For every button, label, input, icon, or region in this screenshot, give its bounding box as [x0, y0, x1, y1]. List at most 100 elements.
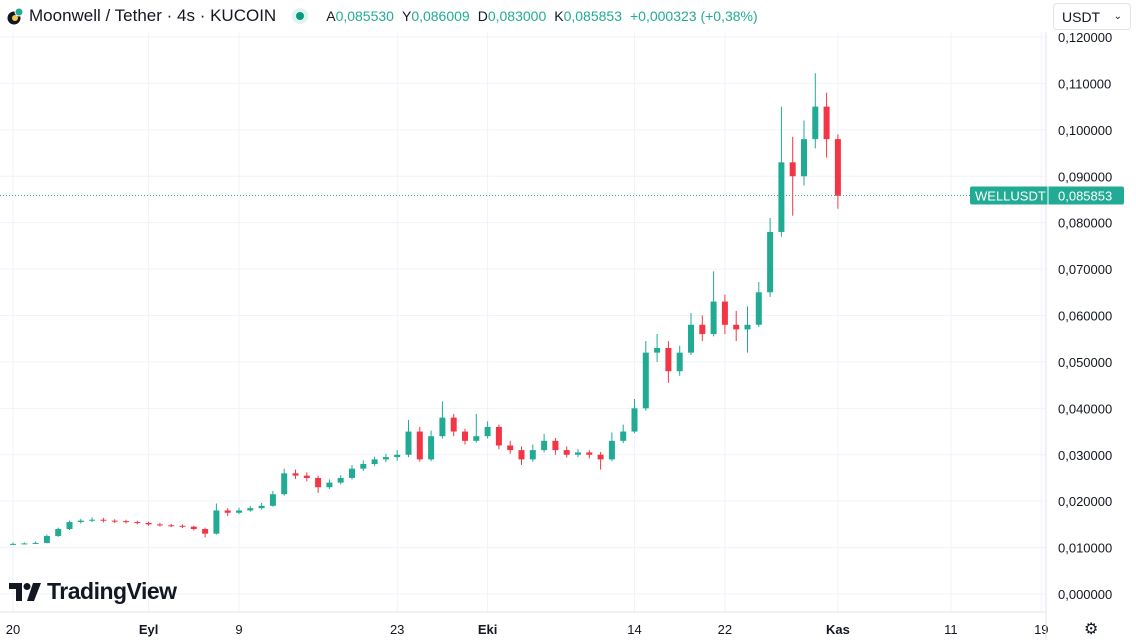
- candle: [89, 517, 96, 523]
- high-value: 0,086009: [411, 8, 470, 24]
- ohlc-values: A0,085530 Y0,086009 D0,083000 K0,085853 …: [326, 8, 757, 24]
- candle-body: [620, 431, 627, 441]
- candle-body: [834, 139, 841, 196]
- candle-body: [303, 475, 310, 478]
- candle-body: [100, 519, 107, 521]
- candle: [382, 453, 389, 463]
- candle: [563, 446, 570, 458]
- candle-body: [473, 436, 480, 441]
- candle-body: [134, 522, 141, 524]
- candle: [789, 136, 796, 216]
- x-tick-label: Eki: [478, 622, 498, 637]
- chevron-down-icon: ⌄: [1113, 11, 1122, 22]
- market-status-icon[interactable]: [292, 8, 309, 24]
- candle-body: [755, 292, 762, 325]
- candle-body: [315, 477, 322, 488]
- candle: [371, 456, 378, 466]
- symbol-label: WELLUSDT: [975, 188, 1046, 203]
- candle: [507, 440, 514, 454]
- candle: [834, 134, 841, 209]
- candle-body: [10, 543, 16, 545]
- candle-body: [608, 440, 615, 460]
- x-tick-label: 20: [6, 622, 20, 637]
- candle: [733, 310, 740, 342]
- currency-select-value: USDT: [1062, 8, 1101, 25]
- candle-body: [428, 436, 435, 460]
- symbol-title[interactable]: Moonwell / Tether · 4s · KUCOIN: [29, 6, 277, 25]
- candle-body: [597, 454, 604, 460]
- open-label: A: [326, 8, 336, 24]
- candle-body: [529, 450, 536, 460]
- candle-body: [382, 457, 389, 460]
- candle-body: [281, 473, 288, 495]
- candle-body: [778, 162, 785, 232]
- candle: [541, 433, 548, 453]
- candle: [77, 518, 84, 524]
- y-tick-label: 0,040000: [1058, 401, 1112, 416]
- candle: [676, 345, 683, 376]
- candle-body: [642, 352, 649, 409]
- candle: [111, 519, 118, 523]
- candle-body: [190, 526, 197, 530]
- candle: [43, 534, 50, 544]
- candle-body: [767, 231, 774, 293]
- candle-body: [213, 510, 220, 534]
- candle-body: [43, 535, 50, 543]
- candle-body: [247, 508, 254, 511]
- candle-body: [32, 542, 39, 544]
- candle-body: [292, 473, 299, 476]
- candle: [326, 479, 333, 490]
- close-value: 0,085853: [563, 8, 622, 24]
- y-tick-label: 0,010000: [1058, 541, 1112, 556]
- candle-body: [812, 106, 819, 140]
- candle: [394, 450, 401, 461]
- candle-body: [563, 450, 570, 455]
- candle-body: [676, 352, 683, 372]
- candle-body: [631, 408, 638, 432]
- close-label: K: [554, 8, 564, 24]
- candle-body: [665, 347, 672, 372]
- candle: [10, 542, 16, 545]
- candle: [337, 475, 344, 485]
- candle-body: [552, 440, 559, 451]
- candle: [156, 522, 163, 527]
- candle-body: [575, 452, 581, 455]
- candle: [405, 419, 412, 458]
- y-tick-label: 0,060000: [1058, 309, 1112, 324]
- candle: [123, 519, 129, 524]
- candle: [145, 521, 152, 526]
- candle: [439, 401, 446, 439]
- candle-body: [349, 468, 355, 478]
- candle: [823, 92, 830, 158]
- open-value: 0,085530: [335, 8, 394, 24]
- candle: [32, 541, 39, 544]
- candle-body: [394, 454, 401, 458]
- currency-select[interactable]: USDT ⌄: [1053, 3, 1131, 30]
- candle: [315, 475, 322, 493]
- y-tick-label: 0,090000: [1058, 169, 1112, 184]
- candle: [303, 472, 310, 482]
- candle: [179, 524, 186, 529]
- candle-body: [360, 464, 367, 469]
- candle: [473, 413, 480, 443]
- candle: [100, 517, 107, 523]
- tradingview-logo[interactable]: TradingView: [9, 578, 177, 605]
- candle-body: [371, 459, 378, 465]
- y-tick-label: 0,080000: [1058, 216, 1112, 231]
- candle-body: [179, 525, 186, 527]
- low-label: D: [477, 8, 488, 24]
- x-tick-label: 23: [390, 622, 404, 637]
- candle: [665, 341, 672, 383]
- y-tick-label: 0,110000: [1058, 76, 1111, 91]
- candle-body: [462, 431, 468, 441]
- candle-body: [654, 347, 661, 353]
- settings-gear-icon[interactable]: ⚙: [1084, 621, 1099, 638]
- candle: [202, 527, 209, 538]
- y-tick-label: 0,100000: [1058, 123, 1112, 138]
- candle: [812, 73, 819, 149]
- candle: [778, 106, 785, 237]
- candle: [484, 421, 491, 439]
- y-tick-label: 0,050000: [1058, 355, 1112, 370]
- candle-body: [55, 529, 62, 536]
